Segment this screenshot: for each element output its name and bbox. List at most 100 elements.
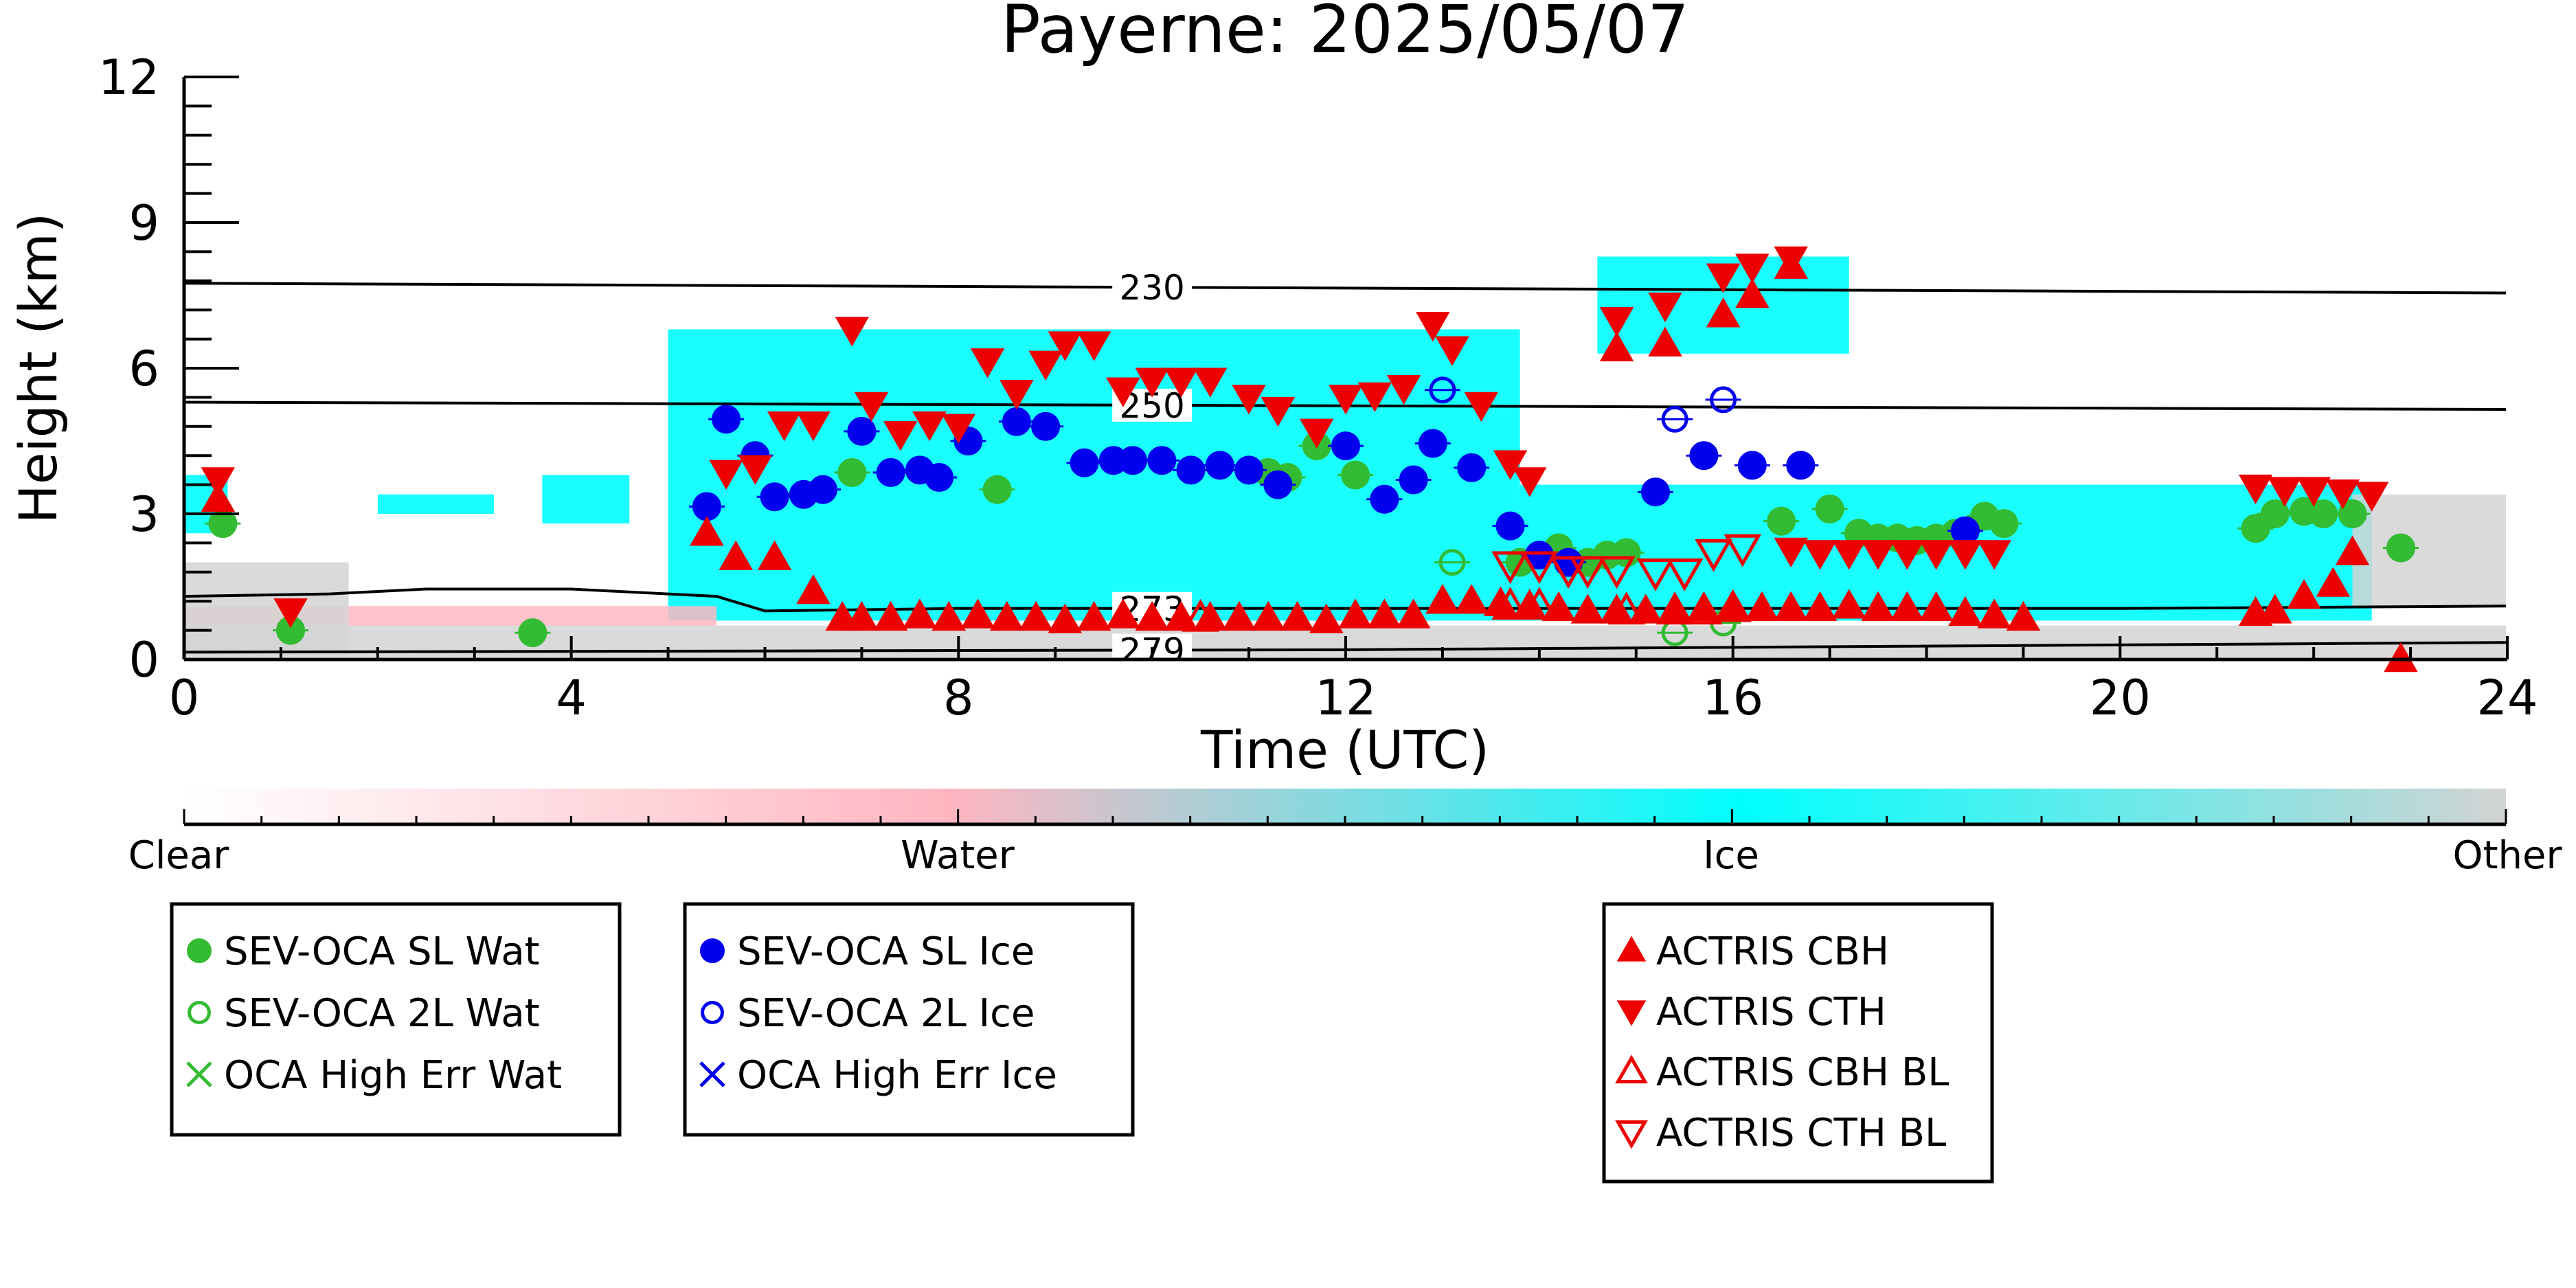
actris-cbh-marker [2316, 567, 2351, 597]
y-axis-label: Height (km) [8, 213, 69, 524]
actris-cth-marker [835, 317, 870, 347]
colorbar-ticks [183, 809, 2507, 824]
actris-cth-bl-marker [1724, 534, 1762, 567]
actris-cbh-marker [201, 482, 236, 512]
legend-label-sev-oca-sl-ice: SEV-OCA SL Ice [737, 929, 1035, 974]
actris-cth-marker [1357, 382, 1392, 412]
x-tick-label: 4 [556, 670, 587, 726]
sev-oca-sl-ice-marker [1331, 431, 1360, 461]
x-tick-label: 0 [169, 670, 200, 726]
mask-region-ice [668, 329, 1520, 621]
x-axis-label: Time (UTC) [1200, 719, 1489, 780]
y-tick-label: 3 [128, 486, 159, 543]
actris-cbh-marker [1251, 600, 1285, 631]
actris-cth-marker [1803, 540, 1838, 570]
actris-cth-marker [738, 455, 773, 485]
legend-label-sev-oca-2l-ice: SEV-OCA 2L Ice [737, 991, 1035, 1036]
sev-oca-sl-wat-marker [2386, 533, 2415, 563]
legend-ice: SEV-OCA SL Ice SEV-OCA 2L Ice OCA High Err… [683, 902, 1135, 1137]
legend-symbol-actris-cth [1616, 1000, 1647, 1026]
actris-cbh-marker [1280, 600, 1315, 631]
actris-cbh-marker [1774, 591, 1808, 622]
actris-cbh-marker [1483, 586, 1518, 616]
legend-symbol-sev-oca-sl-ice [700, 938, 725, 963]
sev-oca-sl-ice-marker [1176, 455, 1206, 485]
sev-oca-sl-wat-marker [518, 618, 547, 648]
actris-cth-marker [2238, 474, 2273, 505]
actris-cth-bl-marker [1665, 558, 1704, 591]
sev-oca-sl-ice-marker [1205, 451, 1234, 480]
legend-label-sev-oca-sl-wat: SEV-OCA SL Wat [224, 929, 540, 974]
legend-actris-box [1602, 902, 1994, 1184]
actris-cth-marker [1861, 540, 1895, 570]
sev-oca-sl-wat-marker [1612, 538, 1641, 567]
actris-cbh-marker [903, 598, 937, 629]
actris-cth-marker [1648, 292, 1682, 323]
sev-oca-sl-ice-marker [1689, 441, 1719, 471]
sev-oca-sl-ice-marker [1147, 446, 1177, 475]
actris-cth-marker [201, 467, 236, 497]
actris-cth-marker [2325, 479, 2360, 510]
actris-cbh-marker [2258, 594, 2292, 624]
y-tick-label: 6 [128, 341, 159, 397]
actris-cth-marker [999, 380, 1034, 410]
actris-cth-bl-marker [1598, 556, 1636, 589]
actris-cbh-marker [1977, 598, 2011, 629]
actris-cth-bl-marker [1520, 551, 1559, 585]
y-tick-label: 9 [128, 195, 159, 251]
actris-cth-marker [912, 411, 947, 442]
sev-oca-sl-ice-marker [1070, 448, 1099, 477]
legend-label-actris-cth-bl: ACTRIS CTH BL [1656, 1111, 1946, 1155]
sev-oca-sl-wat-marker [982, 475, 1012, 504]
actris-cth-marker [1261, 396, 1296, 427]
legend-symbol-sev-oca-sl-wat [187, 938, 212, 963]
legend-label-sev-oca-2l-wat: SEV-OCA 2L Wat [224, 991, 540, 1036]
actris-cbh-marker [719, 540, 753, 570]
mask-region-other [2352, 494, 2506, 607]
actris-cth-marker [1774, 537, 1808, 568]
sev-oca-2l-ice-marker [1710, 386, 1737, 414]
sev-oca-sl-wat-marker [1815, 494, 1844, 523]
sev-oca-sl-ice-marker [1002, 407, 1031, 436]
actris-cbh-marker [1367, 598, 1402, 629]
actris-cth-marker [1948, 540, 1982, 570]
actris-cbh-marker [1454, 584, 1489, 614]
sev-oca-sl-wat-marker [2241, 514, 2270, 543]
isotherm-label-230: 230 [1119, 268, 1184, 308]
legend-label-oca-high-err-ice: OCA High Err Ice [737, 1053, 1057, 1098]
sev-oca-sl-ice-marker [1234, 455, 1264, 485]
legend-label-actris-cbh: ACTRIS CBH [1656, 929, 1889, 974]
sev-oca-sl-ice-marker [847, 416, 877, 446]
sev-oca-sl-ice-marker [1263, 470, 1293, 499]
actris-cth-marker [1193, 368, 1228, 398]
sev-oca-sl-ice-marker [1786, 451, 1816, 480]
sev-oca-sl-ice-marker [809, 475, 838, 504]
actris-cbh-marker [844, 600, 879, 631]
actris-cbh-marker [1803, 591, 1838, 622]
sev-oca-sl-ice-marker [925, 463, 954, 492]
legend-ice-box [683, 902, 1135, 1137]
actris-cth-marker [941, 414, 976, 444]
actris-cth-marker [1735, 253, 1770, 284]
actris-cbh-marker [2384, 642, 2418, 673]
legend-actris: ACTRIS CBH ACTRIS CTH ACTRIS CBH BL ACTRIS … [1602, 902, 1994, 1184]
legend-symbol-actris-cbh [1616, 936, 1647, 962]
legend-symbol-oca-high-err-ice [699, 1061, 725, 1087]
actris-cth-marker [796, 411, 831, 442]
actris-cbh-marker [796, 574, 831, 605]
mask-region-ice [542, 475, 630, 524]
actris-cth-marker [273, 598, 308, 629]
actris-cbh-marker [1948, 596, 1982, 626]
actris-cth-marker [1135, 368, 1169, 398]
y-tick-label: 12 [98, 49, 159, 106]
actris-cbh-marker [1832, 589, 1866, 619]
sev-oca-sl-ice-marker [1031, 411, 1061, 441]
legend-label-actris-cth: ACTRIS CTH [1656, 990, 1886, 1035]
actris-cbh-bl-marker [1491, 587, 1529, 620]
legend-symbol-actris-cth-bl [1615, 1120, 1648, 1149]
actris-cbh-marker [1338, 598, 1372, 629]
legend-symbol-sev-oca-2l-ice [701, 1001, 724, 1024]
actris-cth-marker [1599, 307, 1634, 337]
actris-cbh-marker [1706, 297, 1741, 328]
